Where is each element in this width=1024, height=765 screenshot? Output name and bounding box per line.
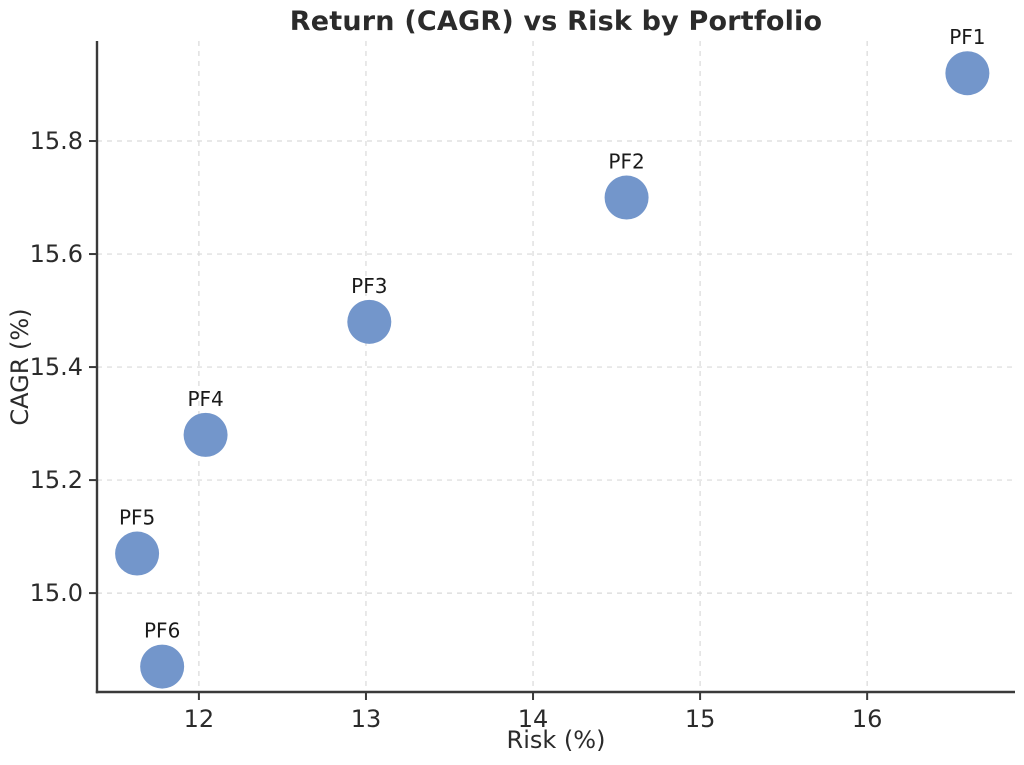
x-tick-label: 12 bbox=[184, 705, 215, 733]
scatter-point-pf6 bbox=[140, 644, 185, 689]
y-axis-label: CAGR (%) bbox=[6, 308, 34, 426]
y-tick-label: 15.6 bbox=[30, 240, 83, 268]
scatter-point-pf5 bbox=[115, 531, 160, 576]
scatter-point-pf3 bbox=[347, 299, 392, 344]
point-label-pf6: PF6 bbox=[144, 619, 180, 643]
point-label-pf1: PF1 bbox=[949, 25, 985, 49]
x-tick-label: 15 bbox=[685, 705, 716, 733]
x-tick-label: 16 bbox=[852, 705, 883, 733]
point-label-pf2: PF2 bbox=[608, 150, 644, 174]
y-tick-label: 15.0 bbox=[30, 579, 83, 607]
chart-title: Return (CAGR) vs Risk by Portfolio bbox=[289, 6, 823, 37]
scatter-point-pf4 bbox=[183, 412, 228, 457]
x-axis-label: Risk (%) bbox=[506, 726, 606, 754]
point-label-pf5: PF5 bbox=[119, 506, 155, 530]
point-label-pf4: PF4 bbox=[187, 387, 223, 411]
x-tick-label: 13 bbox=[351, 705, 382, 733]
y-tick-label: 15.2 bbox=[30, 466, 83, 494]
x-tick-label: 14 bbox=[518, 705, 549, 733]
y-tick-label: 15.8 bbox=[30, 127, 83, 155]
scatter-point-pf1 bbox=[945, 51, 990, 96]
point-label-pf3: PF3 bbox=[351, 274, 387, 298]
y-tick-label: 15.4 bbox=[30, 353, 83, 381]
scatter-point-pf2 bbox=[604, 175, 649, 220]
